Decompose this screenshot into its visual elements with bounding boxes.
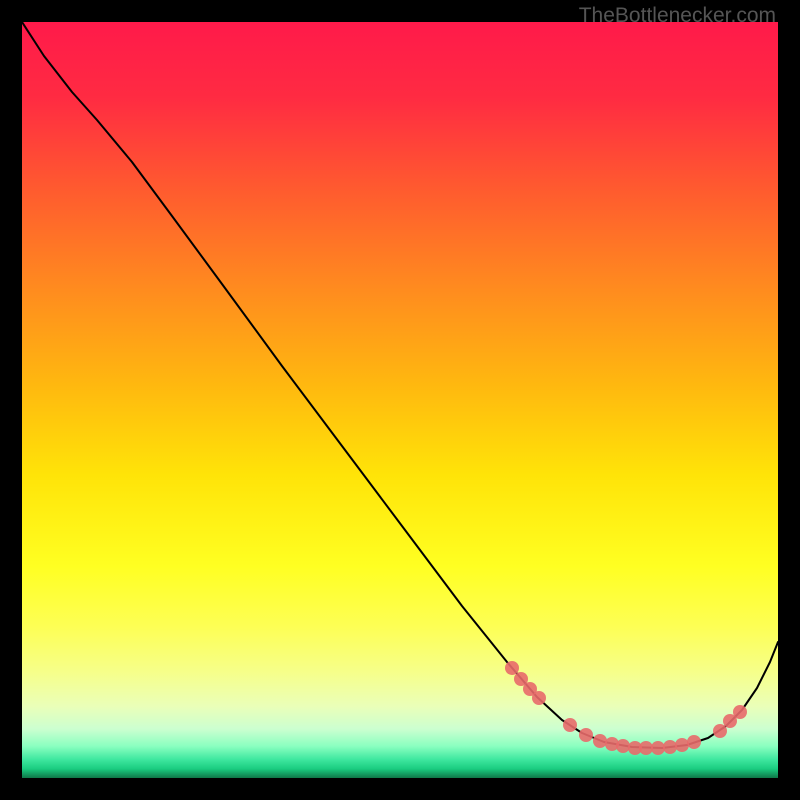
data-marker (532, 691, 546, 705)
data-marker (733, 705, 747, 719)
watermark-text: TheBottlenecker.com (579, 4, 776, 28)
data-marker (713, 724, 727, 738)
marker-group (505, 661, 747, 755)
data-marker (616, 739, 630, 753)
bottleneck-curve (22, 22, 778, 778)
data-marker (687, 735, 701, 749)
data-marker (579, 728, 593, 742)
data-marker (651, 741, 665, 755)
data-marker (593, 734, 607, 748)
data-marker (563, 718, 577, 732)
data-marker (675, 738, 689, 752)
curve-line (22, 22, 778, 748)
chart-area (22, 22, 778, 778)
data-marker (505, 661, 519, 675)
data-marker (663, 740, 677, 754)
data-marker (639, 741, 653, 755)
